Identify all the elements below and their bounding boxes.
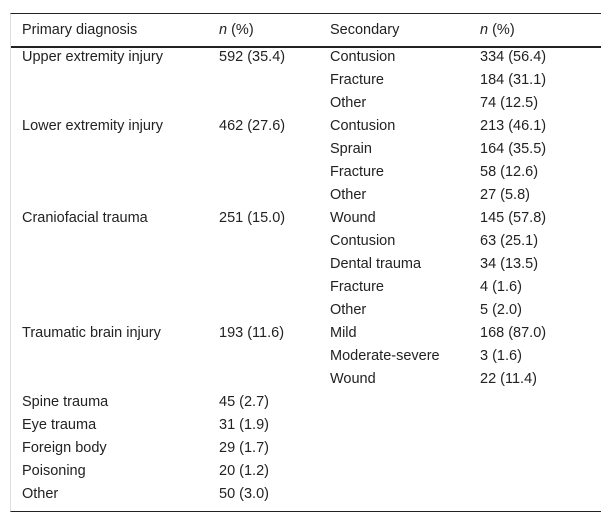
table-row: Upper extremity injury 592 (35.4) Contusio…	[11, 46, 601, 69]
table-row: Sprain 164 (35.5)	[11, 138, 601, 161]
primary-diagnosis-cell: Traumatic brain injury	[22, 325, 161, 341]
secondary-n-cell: 168 (87.0)	[480, 325, 547, 341]
table-row: Dental trauma 34 (13.5)	[11, 253, 601, 276]
primary-n-cell: 20 (1.2)	[219, 463, 269, 479]
secondary-n-cell: 22 (11.4)	[480, 371, 537, 387]
header-primary-diagnosis: Primary diagnosis	[22, 22, 138, 38]
header-pct: (%)	[227, 22, 254, 38]
table-row: Contusion 63 (25.1)	[11, 230, 601, 253]
secondary-n-cell: 27 (5.8)	[480, 187, 530, 203]
primary-n-cell: 251 (15.0)	[219, 210, 286, 226]
secondary-diagnosis-cell: Other	[330, 302, 367, 318]
secondary-n-cell: 334 (56.4)	[480, 49, 547, 65]
table-row: Other 27 (5.8)	[11, 184, 601, 207]
secondary-n-cell: 34 (13.5)	[480, 256, 539, 272]
table-row: Other 74 (12.5)	[11, 92, 601, 115]
secondary-diagnosis-cell: Fracture	[330, 72, 384, 88]
primary-diagnosis-cell: Upper extremity injury	[22, 49, 164, 65]
table-row: Other 5 (2.0)	[11, 299, 601, 322]
secondary-n-cell: 145 (57.8)	[480, 210, 547, 226]
primary-n-cell: 592 (35.4)	[219, 49, 286, 65]
primary-n-cell: 462 (27.6)	[219, 118, 286, 134]
secondary-diagnosis-cell: Fracture	[330, 164, 384, 180]
table-row: Craniofacial trauma 251 (15.0) Wound 145 (5…	[11, 207, 601, 230]
secondary-diagnosis-cell: Wound	[330, 371, 376, 387]
primary-n-cell: 29 (1.7)	[219, 440, 269, 456]
primary-n-cell: 45 (2.7)	[219, 394, 269, 410]
secondary-n-cell: 184 (31.1)	[480, 72, 547, 88]
primary-diagnosis-cell: Lower extremity injury	[22, 118, 164, 134]
primary-diagnosis-cell: Eye trauma	[22, 417, 97, 433]
secondary-n-cell: 3 (1.6)	[480, 348, 522, 364]
header-secondary: Secondary	[330, 22, 400, 38]
secondary-diagnosis-cell: Moderate-severe	[330, 348, 440, 364]
table-row: Fracture 184 (31.1)	[11, 69, 601, 92]
header-n-percent-secondary: n (%)	[480, 19, 515, 42]
secondary-diagnosis-cell: Dental trauma	[330, 256, 422, 272]
primary-n-cell: 31 (1.9)	[219, 417, 269, 433]
secondary-diagnosis-cell: Other	[330, 187, 367, 203]
primary-n-cell: 193 (11.6)	[219, 325, 285, 341]
secondary-n-cell: 5 (2.0)	[480, 302, 522, 318]
primary-diagnosis-cell: Other	[22, 486, 59, 502]
secondary-n-cell: 58 (12.6)	[480, 164, 539, 180]
table-row: Wound 22 (11.4)	[11, 368, 601, 391]
table-row: Moderate-severe 3 (1.6)	[11, 345, 601, 368]
header-n-percent-primary: n (%)	[219, 19, 254, 42]
header-pct: (%)	[488, 22, 515, 38]
header-n: n	[219, 22, 228, 38]
secondary-diagnosis-cell: Sprain	[330, 141, 372, 157]
table-row: Fracture 58 (12.6)	[11, 161, 601, 184]
diagnosis-table: Primary diagnosis n (%) Secondary n (%) …	[10, 13, 601, 512]
primary-diagnosis-cell: Poisoning	[22, 463, 86, 479]
table-row: Poisoning 20 (1.2)	[11, 460, 601, 483]
secondary-diagnosis-cell: Contusion	[330, 49, 396, 65]
header-n: n	[480, 22, 489, 38]
table-row: Fracture 4 (1.6)	[11, 276, 601, 299]
table-row: Foreign body 29 (1.7)	[11, 437, 601, 460]
primary-diagnosis-cell: Spine trauma	[22, 394, 109, 410]
secondary-n-cell: 63 (25.1)	[480, 233, 539, 249]
secondary-n-cell: 4 (1.6)	[480, 279, 522, 295]
secondary-n-cell: 74 (12.5)	[480, 95, 539, 111]
table-header: Primary diagnosis n (%) Secondary n (%)	[11, 14, 601, 48]
secondary-diagnosis-cell: Mild	[330, 325, 357, 341]
secondary-diagnosis-cell: Contusion	[330, 233, 396, 249]
table-row: Traumatic brain injury 193 (11.6) Mild 168 …	[11, 322, 601, 345]
primary-n-cell: 50 (3.0)	[219, 486, 269, 502]
secondary-n-cell: 213 (46.1)	[480, 118, 547, 134]
secondary-n-cell: 164 (35.5)	[480, 141, 547, 157]
primary-diagnosis-cell: Foreign body	[22, 440, 107, 456]
table-row: Eye trauma 31 (1.9)	[11, 414, 601, 437]
table-row: Other 50 (3.0)	[11, 483, 601, 506]
primary-diagnosis-cell: Craniofacial trauma	[22, 210, 148, 226]
secondary-diagnosis-cell: Fracture	[330, 279, 384, 295]
secondary-diagnosis-cell: Other	[330, 95, 367, 111]
table-row: Lower extremity injury 462 (27.6) Contusio…	[11, 115, 601, 138]
secondary-diagnosis-cell: Wound	[330, 210, 376, 226]
table-row: Spine trauma 45 (2.7)	[11, 391, 601, 414]
secondary-diagnosis-cell: Contusion	[330, 118, 396, 134]
